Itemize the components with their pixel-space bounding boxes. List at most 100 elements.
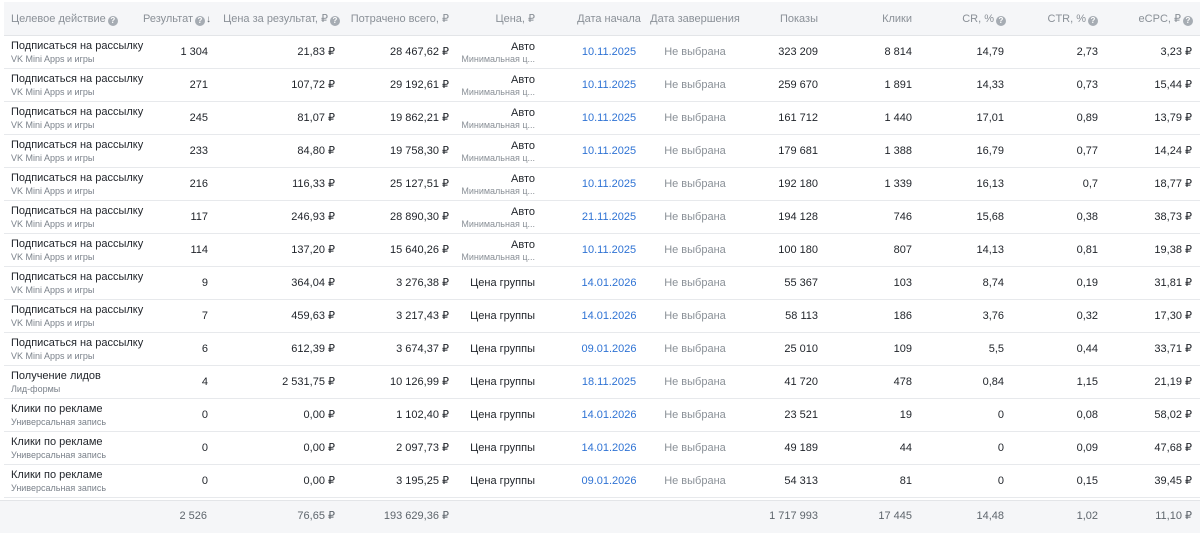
end-date-cell[interactable]: Не выбрана [664,145,726,157]
table-row[interactable]: Подписаться на рассылку VK Mini Apps и иг… [4,69,1200,102]
end-date-cell[interactable]: Не выбрана [664,178,726,190]
end-date-cell[interactable]: Не выбрана [664,277,726,289]
start-date-cell[interactable]: 10.11.2025 [581,145,637,157]
end-date-cell[interactable]: Не выбрана [664,112,726,124]
start-date-cell[interactable]: 09.01.2026 [581,475,637,487]
table-row[interactable]: Клики по рекламе Универсальная запись 0 0,0… [4,465,1200,498]
action-cell[interactable]: Подписаться на рассылку VK Mini Apps и иг… [11,135,146,167]
ecpc-cell: 17,30 ₽ [1154,310,1192,322]
price-cell[interactable]: Цена группы [470,409,535,421]
cost-per-result-cell: 612,39 ₽ [291,343,335,355]
start-date-cell[interactable]: 14.01.2026 [581,310,637,322]
action-cell[interactable]: Подписаться на рассылку VK Mini Apps и иг… [11,333,146,365]
price-cell[interactable]: Авто Минимальная ц... [459,234,535,266]
ctr-cell: 0,15 [1076,475,1098,487]
price-cell[interactable]: Авто Минимальная ц... [459,201,535,233]
table-row[interactable]: Получение лидов Лид-формы 4 2 531,75 ₽ 10 12… [4,366,1200,399]
help-icon[interactable]: ? [195,16,205,26]
price-cell[interactable]: Цена группы [470,310,535,322]
price-cell[interactable]: Авто Минимальная ц... [459,168,535,200]
sort-desc-icon[interactable]: ↓ [206,14,211,25]
end-date-cell[interactable]: Не выбрана [664,475,726,487]
action-cell[interactable]: Получение лидов Лид-формы [11,366,146,398]
start-date-cell[interactable]: 14.01.2026 [581,442,637,454]
col-price-label: Цена, ₽ [495,13,535,25]
table-row[interactable]: Клики по рекламе Универсальная запись 0 0,0… [4,432,1200,465]
table-row[interactable]: Подписаться на рассылку VK Mini Apps и иг… [4,36,1200,69]
impressions-cell: 23 521 [784,409,818,421]
price-cell[interactable]: Авто Минимальная ц... [459,36,535,68]
action-cell[interactable]: Подписаться на рассылку VK Mini Apps и иг… [11,201,146,233]
col-price-header[interactable]: Цена, ₽ [459,2,535,36]
clicks-cell: 1 339 [884,178,912,190]
start-date-cell[interactable]: 18.11.2025 [581,376,637,388]
action-cell[interactable]: Клики по рекламе Универсальная запись [11,465,146,497]
action-cell[interactable]: Подписаться на рассылку VK Mini Apps и иг… [11,300,146,332]
end-date-cell[interactable]: Не выбрана [664,310,726,322]
price-cell[interactable]: Цена группы [470,475,535,487]
start-date-cell[interactable]: 10.11.2025 [581,244,637,256]
table-row[interactable]: Подписаться на рассылку VK Mini Apps и иг… [4,333,1200,366]
table-row[interactable]: Клики по рекламе Универсальная запись 0 0,0… [4,399,1200,432]
action-cell[interactable]: Подписаться на рассылку VK Mini Apps и иг… [11,267,146,299]
impressions-cell: 100 180 [778,244,818,256]
action-cell[interactable]: Подписаться на рассылку VK Mini Apps и иг… [11,36,146,68]
start-date-cell[interactable]: 21.11.2025 [581,211,637,223]
help-icon[interactable]: ? [1088,16,1098,26]
col-impressions-header[interactable]: Показы [744,2,818,36]
start-date-cell[interactable]: 10.11.2025 [581,79,637,91]
end-date-cell[interactable]: Не выбрана [664,376,726,388]
price-cell[interactable]: Авто Минимальная ц... [459,102,535,134]
col-result-header[interactable]: Результат? ↓ [139,2,211,36]
action-cell[interactable]: Подписаться на рассылку VK Mini Apps и иг… [11,234,146,266]
price-cell[interactable]: Авто Минимальная ц... [459,69,535,101]
table-row[interactable]: Подписаться на рассылку VK Mini Apps и иг… [4,267,1200,300]
total-impressions: 1 717 993 [769,510,818,522]
start-date-cell[interactable]: 14.01.2026 [581,277,637,289]
action-cell[interactable]: Подписаться на рассылку VK Mini Apps и иг… [11,102,146,134]
start-date-cell[interactable]: 14.01.2026 [581,409,637,421]
action-cell[interactable]: Клики по рекламе Универсальная запись [11,399,146,431]
help-icon[interactable]: ? [1183,16,1193,26]
col-end-date-label: Дата завершения [650,13,740,25]
col-cr-header[interactable]: CR, %? [934,2,1006,36]
action-cell[interactable]: Подписаться на рассылку VK Mini Apps и иг… [11,69,146,101]
end-date-cell[interactable]: Не выбрана [664,244,726,256]
end-date-cell[interactable]: Не выбрана [664,46,726,58]
start-date-cell[interactable]: 10.11.2025 [581,112,637,124]
col-ecpc-header[interactable]: eCPC, ₽? [1114,2,1193,36]
col-ctr-header[interactable]: CTR, %? [1024,2,1098,36]
table-row[interactable]: Подписаться на рассылку VK Mini Apps и иг… [4,300,1200,333]
price-cell[interactable]: Авто Минимальная ц... [459,135,535,167]
help-icon[interactable]: ? [330,16,340,26]
table-row[interactable]: Подписаться на рассылку VK Mini Apps и иг… [4,234,1200,267]
action-cell[interactable]: Подписаться на рассылку VK Mini Apps и иг… [11,168,146,200]
end-date-cell[interactable]: Не выбрана [664,442,726,454]
help-icon[interactable]: ? [996,16,1006,26]
table-row[interactable]: Подписаться на рассылку VK Mini Apps и иг… [4,135,1200,168]
table-row[interactable]: Подписаться на рассылку VK Mini Apps и иг… [4,168,1200,201]
col-start-date-header[interactable]: Дата начала [564,2,654,36]
cost-per-result-cell: 107,72 ₽ [291,79,335,91]
start-date-cell[interactable]: 10.11.2025 [581,178,637,190]
table-row[interactable]: Подписаться на рассылку VK Mini Apps и иг… [4,201,1200,234]
price-cell[interactable]: Цена группы [470,277,535,289]
help-icon[interactable]: ? [107,16,118,26]
col-action-header[interactable]: Целевое действие? [11,2,141,36]
end-date-cell[interactable]: Не выбрана [664,79,726,91]
col-cost-per-result-header[interactable]: Цена за результат, ₽? [214,2,340,36]
col-spent-header[interactable]: Потрачено всего, ₽ [344,2,449,36]
table-row[interactable]: Подписаться на рассылку VK Mini Apps и иг… [4,102,1200,135]
price-cell[interactable]: Цена группы [470,442,535,454]
end-date-cell[interactable]: Не выбрана [664,343,726,355]
price-cell[interactable]: Цена группы [470,343,535,355]
price-cell[interactable]: Цена группы [470,376,535,388]
end-date-cell[interactable]: Не выбрана [664,409,726,421]
action-cell[interactable]: Клики по рекламе Универсальная запись [11,432,146,464]
col-clicks-header[interactable]: Клики [834,2,912,36]
end-date-cell[interactable]: Не выбрана [664,211,726,223]
start-date-cell[interactable]: 09.01.2026 [581,343,637,355]
ctr-cell: 0,32 [1076,310,1098,322]
start-date-cell[interactable]: 10.11.2025 [581,46,637,58]
col-end-date-header[interactable]: Дата завершения [640,2,750,36]
